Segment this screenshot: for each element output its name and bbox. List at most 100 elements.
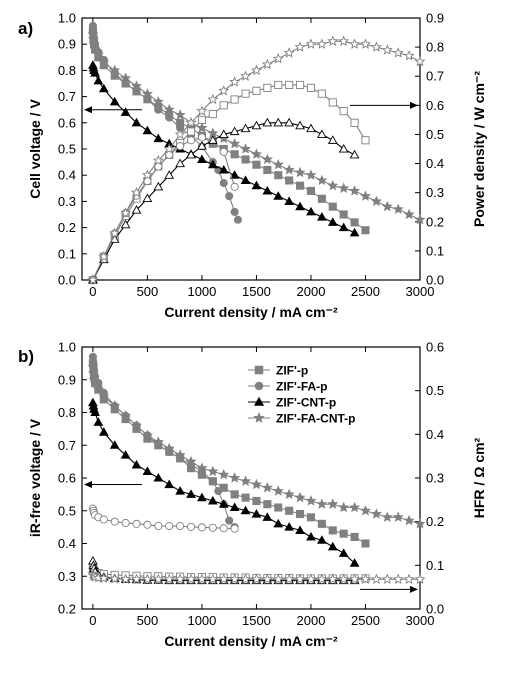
data-point-zif_fa_cnt_p	[272, 158, 284, 170]
data-point-zif_p_ir	[230, 490, 239, 499]
legend-label: ZIF'-FA-p	[276, 380, 328, 394]
panel-label: a)	[18, 19, 33, 38]
data-point-zif_fa_cnt_p_pd	[283, 47, 295, 58]
legend-marker	[254, 365, 264, 375]
y-left-axis-label: Cell voltage / V	[27, 99, 43, 199]
data-point-zif_p_pd	[350, 118, 359, 127]
data-point-zif_cnt_p_pd	[197, 141, 207, 150]
data-point-zif_fa_cnt_p_ir	[218, 468, 230, 480]
data-point-zif_fa_cnt_p_ir	[87, 367, 99, 378]
data-point-zif_p_ir	[339, 529, 348, 538]
data-point-zif_fa_cnt_p_hfr	[370, 573, 382, 584]
data-point-zif_fa_cnt_p_ir	[92, 383, 104, 395]
legend-marker	[254, 381, 264, 391]
y-left-tick-label: 0.2	[58, 220, 76, 235]
data-point-zif_fa_cnt_p	[240, 143, 252, 154]
data-point-zif_cnt_p_pd	[327, 135, 338, 144]
series-zif_cnt_p_pd	[88, 117, 360, 284]
data-point-zif_fa_cnt_p_ir	[141, 429, 153, 441]
data-point-zif_fa_cnt_p_hfr	[131, 573, 143, 584]
data-point-zif_cnt_p_ir	[262, 512, 273, 521]
data-point-zif_cnt_p_ir	[131, 459, 142, 469]
y-left-tick-label: 0.6	[58, 115, 76, 130]
data-point-zif_fa_cnt_p_pd	[185, 117, 197, 128]
data-point-zif_fa_cnt_p	[109, 64, 121, 76]
data-point-zif_cnt_p_pd	[295, 120, 305, 130]
legend-label: ZIF'-CNT-p	[276, 396, 336, 410]
data-point-zif_fa_cnt_p_ir	[196, 462, 208, 473]
data-point-zif_fa_cnt_p_hfr	[305, 573, 317, 584]
data-point-zif_cnt_p_pd	[284, 117, 295, 127]
data-point-zif_fa_p_pd	[230, 182, 239, 191]
data-point-zif_fa_p_hfr	[197, 523, 206, 532]
data-point-zif_fa_cnt_p_ir	[349, 501, 361, 513]
data-point-zif_p	[274, 171, 283, 180]
y-left-tick-label: 1.0	[58, 11, 76, 26]
data-point-zif_fa_cnt_p	[229, 137, 241, 149]
y-left-tick-label: 0.4	[58, 168, 76, 183]
data-point-zif_cnt_p_pd	[240, 123, 251, 133]
data-point-zif_fa_cnt_p	[131, 80, 143, 91]
y-right-axis-label: HFR / Ω cm²	[471, 437, 487, 518]
data-point-zif_p	[361, 226, 370, 235]
data-point-zif_p	[328, 202, 337, 211]
data-point-zif_p_ir	[306, 513, 316, 522]
data-point-zif_cnt_p	[207, 159, 218, 169]
data-point-zif_fa_cnt_p_ir	[370, 508, 382, 519]
data-point-zif_cnt_p_ir	[98, 427, 109, 436]
data-point-zif_p	[252, 160, 261, 169]
data-point-zif_fa_cnt_p	[338, 182, 350, 193]
data-point-zif_fa_cnt_p_ir	[294, 491, 306, 503]
data-point-zif_fa_cnt_p_hfr	[261, 573, 273, 584]
data-point-zif_cnt_p_ir	[142, 466, 153, 475]
data-point-zif_fa_cnt_p_pd	[261, 58, 273, 70]
data-point-zif_p_pd	[285, 80, 294, 90]
data-point-zif_p_ir	[274, 503, 283, 512]
data-point-zif_cnt_p_ir	[251, 509, 262, 518]
data-point-zif_fa_p	[230, 207, 239, 216]
legend: ZIF'-p ZIF'-FA-p ZIF'-CNT-p ZIF'-FA-CNT-p	[248, 364, 356, 426]
data-point-zif_fa_cnt_p_ir	[338, 501, 350, 513]
series-line-zif_fa_p	[92, 25, 239, 220]
data-point-zif_p_ir	[285, 506, 294, 515]
data-point-zif_fa_cnt_p	[152, 96, 164, 107]
data-point-zif_fa_p_hfr	[165, 521, 174, 531]
data-point-zif_fa_p_hfr	[230, 524, 239, 533]
data-point-zif_fa_p_pd	[176, 142, 185, 151]
data-point-zif_fa_p_hfr	[132, 519, 141, 528]
data-point-zif_fa_p_hfr	[143, 520, 152, 529]
data-point-zif_fa_cnt_p	[261, 153, 273, 165]
data-point-zif_fa_cnt_p_hfr	[141, 573, 153, 584]
arrow-head	[84, 481, 92, 489]
data-point-zif_fa_cnt_p_hfr	[185, 573, 197, 584]
data-point-zif_fa_cnt_p_pd	[229, 76, 241, 87]
data-point-zif_p_ir	[252, 496, 261, 505]
x-tick-label: 1000	[187, 284, 216, 299]
y-left-tick-label: 1.0	[58, 340, 76, 355]
y-right-tick-label: 0.7	[426, 69, 444, 84]
y-right-tick-label: 0.8	[426, 40, 444, 55]
data-point-zif_fa_cnt_p_hfr	[327, 573, 339, 584]
x-tick-label: 2500	[351, 613, 380, 628]
data-point-zif_fa_p_hfr	[154, 521, 163, 531]
data-point-zif_p_ir	[296, 509, 305, 519]
data-point-zif_fa_cnt_p_hfr	[218, 573, 230, 584]
data-point-zif_p	[339, 210, 348, 219]
data-point-zif_p_pd	[252, 86, 261, 95]
data-point-zif_fa_cnt_p_ir	[359, 504, 371, 516]
data-point-zif_fa_p	[154, 105, 163, 114]
x-tick-label: 2500	[351, 284, 380, 299]
data-point-zif_p_pd	[274, 80, 283, 90]
x-tick-label: 0	[89, 284, 96, 299]
data-point-zif_fa_cnt_p_pd	[359, 38, 371, 49]
data-point-zif_cnt_p_ir	[295, 525, 305, 534]
data-point-zif_fa_cnt_p_pd	[316, 38, 328, 49]
data-point-zif_cnt_p	[316, 212, 327, 221]
data-point-zif_fa_p_pd	[219, 147, 228, 156]
data-point-zif_p	[285, 176, 294, 185]
data-point-zif_cnt_p_pd	[273, 117, 284, 127]
data-point-zif_p_ir	[361, 539, 370, 548]
series-line-zif_cnt_p_ir	[92, 402, 355, 564]
x-tick-label: 0	[89, 613, 96, 628]
